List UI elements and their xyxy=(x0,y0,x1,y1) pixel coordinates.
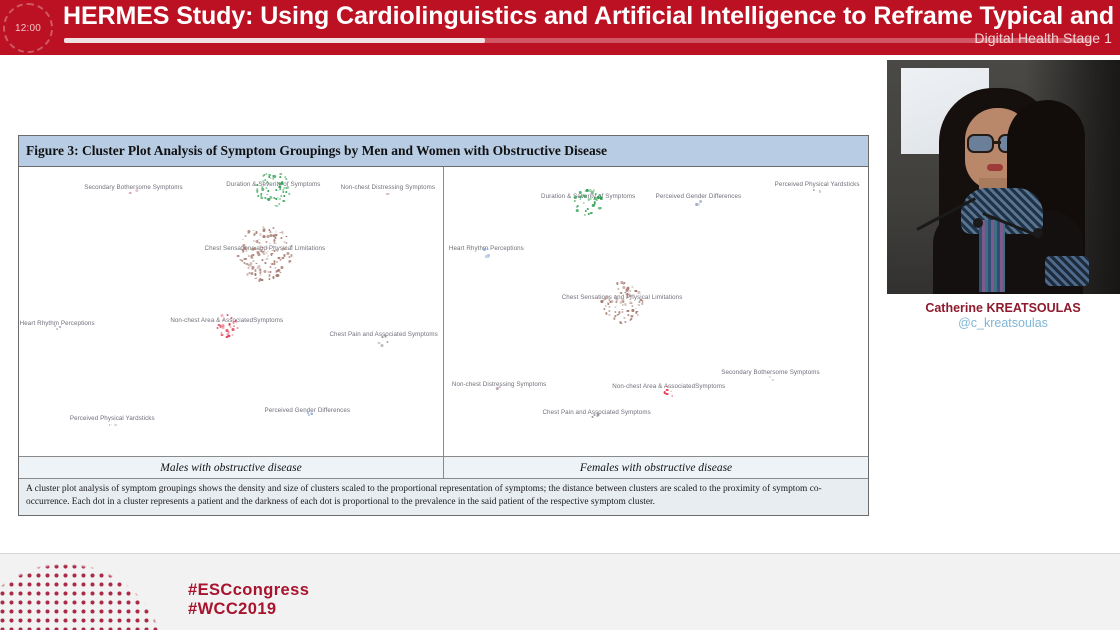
cluster-label: Chest Sensations and Physical Limitation… xyxy=(204,244,326,252)
cluster-label: Perceived Physical Yardsticks xyxy=(774,181,860,189)
footer-bar: #ESCcongress #WCC2019 ESC 365 Replay the… xyxy=(0,553,1120,630)
cluster-dots xyxy=(385,190,391,196)
cluster-label: Chest Sensations and Physical Limitation… xyxy=(561,293,683,301)
cluster-dots xyxy=(662,385,675,399)
speaker-handle[interactable]: @c_kreatsoulas xyxy=(958,316,1048,330)
cluster-dots xyxy=(573,187,603,217)
panel-caption-females: Females with obstructive disease xyxy=(579,461,733,474)
cluster-dots xyxy=(108,420,117,428)
cluster-dots xyxy=(53,324,61,333)
slide-area[interactable]: Figure 3: Cluster Plot Analysis of Sympt… xyxy=(0,55,886,553)
cluster-dots xyxy=(236,226,293,282)
hashtags: #ESCcongress #WCC2019 xyxy=(188,581,309,620)
cluster-dots xyxy=(255,172,291,208)
glasses-bridge-icon xyxy=(992,141,1001,144)
cluster-dots xyxy=(377,334,389,347)
progress-fill xyxy=(64,38,486,43)
cluster-dots xyxy=(128,189,139,198)
hashtag-esccongress: #ESCcongress xyxy=(188,581,310,599)
panel-caption-row: Males with obstructive disease Females w… xyxy=(19,456,868,478)
cluster-label: Chest Pain and Associated Symptoms xyxy=(542,409,651,417)
cluster-label: Duration & Severity of Symptoms xyxy=(541,192,636,200)
cluster-label: Non-chest Area & AssociatedSymptoms xyxy=(170,316,284,324)
speaker-cuff xyxy=(1045,256,1089,286)
cluster-label: Perceived Gender Differences xyxy=(655,192,742,200)
header-bar: 12:00 HERMES Study: Using Cardiolinguist… xyxy=(0,0,1120,55)
cluster-dots xyxy=(481,247,491,259)
cluster-dots xyxy=(496,386,502,392)
cluster-panel-females: Duration & Severity of Symptoms Perceived… xyxy=(444,167,868,456)
cluster-dots xyxy=(600,281,644,325)
cluster-dots xyxy=(695,198,703,206)
figure-container: Figure 3: Cluster Plot Analysis of Sympt… xyxy=(18,135,869,516)
figure-note: A cluster plot analysis of symptom group… xyxy=(19,478,868,515)
cluster-label: Non-chest Area & AssociatedSymptoms xyxy=(612,383,726,391)
cluster-plot-panels: Secondary Bothersome Symptoms Duration & … xyxy=(19,167,868,456)
hashtag-wcc2019: #WCC2019 xyxy=(188,600,277,619)
cluster-label: Perceived Gender Differences xyxy=(264,406,351,414)
speaker-video[interactable] xyxy=(887,60,1120,294)
speaker-lips xyxy=(987,164,1003,171)
microphone-head-right-icon xyxy=(1033,228,1043,238)
cluster-label: Secondary Bothersome Symptoms xyxy=(721,368,820,376)
stage-label: Digital Health Stage 1 xyxy=(974,30,1112,46)
page-title: HERMES Study: Using Cardiolinguistics an… xyxy=(63,2,1113,30)
cluster-label: Non-chest Distressing Symptoms xyxy=(340,184,436,191)
speaker-scarf-tail xyxy=(979,220,1005,292)
figure-title: Figure 3: Cluster Plot Analysis of Sympt… xyxy=(19,136,868,167)
cluster-label: Heart Rhythm Perceptions xyxy=(448,244,524,252)
panel-caption-males: Males with obstructive disease xyxy=(19,457,444,478)
speaker-name: Catherine KREATSOULAS xyxy=(925,301,1081,315)
microphone-head-left-icon xyxy=(973,218,983,228)
cluster-label: Secondary Bothersome Symptoms xyxy=(84,184,183,191)
progress-bar[interactable] xyxy=(64,38,1092,43)
cluster-dots xyxy=(215,313,239,339)
cluster-label: Perceived Physical Yardsticks xyxy=(69,415,155,423)
cluster-dots xyxy=(767,375,774,381)
esc-globe-logo-icon xyxy=(0,562,167,630)
timer-value: 12:00 xyxy=(14,22,42,34)
cluster-dots xyxy=(813,187,821,193)
cluster-panel-males: Secondary Bothersome Symptoms Duration & … xyxy=(19,167,444,456)
cluster-label: Chest Pain and Associated Symptoms xyxy=(329,331,438,339)
timer-badge: 12:00 xyxy=(3,3,53,53)
cluster-dots xyxy=(302,411,313,421)
speaker-panel: Catherine KREATSOULAS @c_kreatsoulas xyxy=(886,55,1120,553)
cluster-label: Duration & Severity of Symptoms xyxy=(226,181,321,189)
cluster-label: Heart Rhythm Perceptions xyxy=(19,319,95,327)
cluster-dots xyxy=(591,413,601,423)
glasses-left-icon xyxy=(967,134,994,153)
cluster-label: Non-chest Distressing Symptoms xyxy=(451,380,547,388)
